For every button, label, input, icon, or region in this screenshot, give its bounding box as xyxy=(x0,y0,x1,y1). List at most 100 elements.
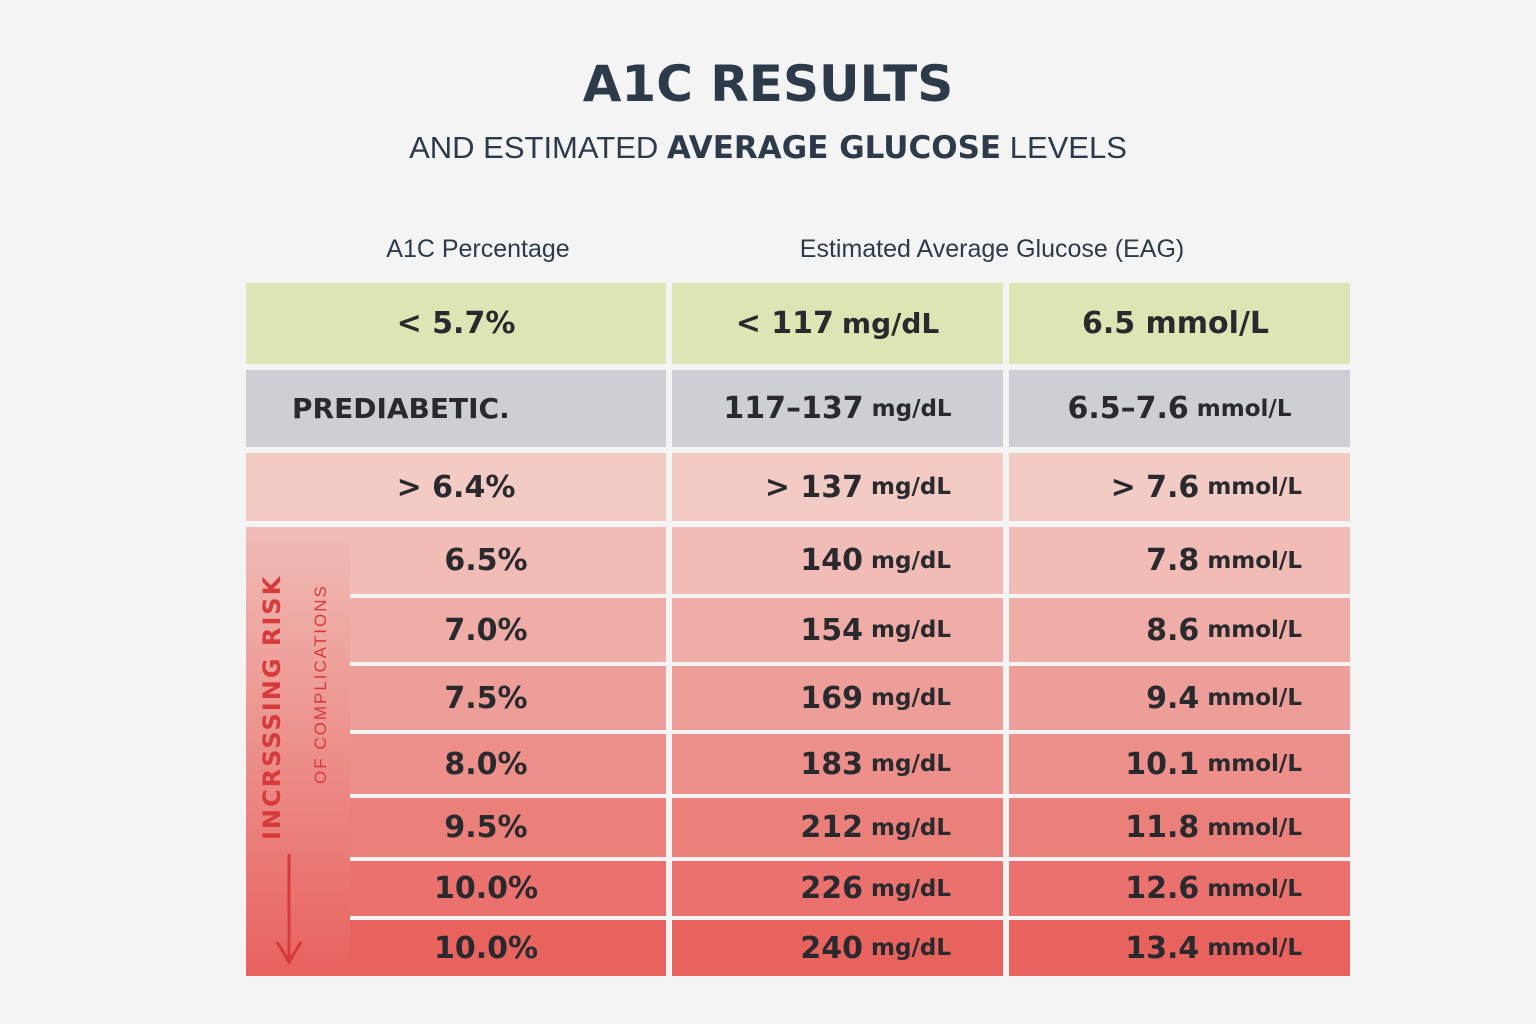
mmol_unit-text: mmol/L xyxy=(1207,875,1302,902)
a1c-cell: < 5.7% xyxy=(246,283,666,364)
subtitle-pre: AND ESTIMATED xyxy=(409,130,667,165)
mmol_unit-text: mmol/L xyxy=(1207,547,1302,574)
mmol-text: 13.4 xyxy=(1125,930,1200,966)
cell-background xyxy=(672,370,1003,447)
mmol-cell: 12.6 mmol/L xyxy=(1009,861,1350,916)
header-eag: Estimated Average Glucose (EAG) xyxy=(799,235,1185,263)
mmol-text: 11.8 xyxy=(1125,810,1200,845)
risk-sublabel: OF COMPLICATIONS xyxy=(311,584,330,784)
cell-background xyxy=(1009,370,1350,447)
mg-dl-cell: > 137 mg/dL xyxy=(672,453,1003,521)
mg_unit-text: mg/dL xyxy=(871,935,951,961)
a1c-text: < 5.7% xyxy=(396,306,516,341)
a1c-cell: 10.0% xyxy=(246,920,666,976)
header-a1c: A1C Percentage xyxy=(386,235,570,263)
a1c-cell: 6.5% xyxy=(246,527,666,594)
a1c-text: 7.5% xyxy=(444,680,528,716)
mg_unit-text: mg/dL xyxy=(871,395,952,422)
subtitle-bold: AVERAGE GLUCOSE xyxy=(666,130,1002,166)
down-arrow-icon xyxy=(275,854,303,965)
mmol-text: 9.4 xyxy=(1146,680,1200,716)
cell-background xyxy=(1009,527,1350,594)
mg_unit-text: mg/dL xyxy=(871,751,951,777)
a1c-text: > 6.4% xyxy=(396,469,516,505)
mmol-cell: 6.5 mmol/L xyxy=(1009,283,1350,364)
cell-background xyxy=(672,527,1003,594)
mg_unit-text: mg/dL xyxy=(871,814,951,841)
a1c-text: 10.0% xyxy=(433,930,539,966)
page-title: A1C RESULTS xyxy=(582,55,954,113)
a1c-text: 6.5% xyxy=(444,543,528,578)
mmol-cell: 10.1 mmol/L xyxy=(1009,734,1350,794)
mg-text: 226 xyxy=(800,871,864,906)
a1c-text: 9.5% xyxy=(444,810,528,845)
cell-background xyxy=(350,734,666,794)
mmol_unit-text: mmol/L xyxy=(1207,617,1302,643)
a1c-text: PREDIABETIC. xyxy=(292,392,510,425)
mg_unit-text: mg/dL xyxy=(871,875,951,902)
cell-background xyxy=(350,798,666,857)
risk-label: INCRSSSING RISK xyxy=(258,574,286,840)
mg-dl-cell: 140 mg/dL xyxy=(672,527,1003,594)
cell-background xyxy=(672,666,1003,730)
cell-background xyxy=(1009,861,1350,916)
mg-text: < 117 xyxy=(735,306,834,341)
mg-dl-cell: 117–137 mg/dL xyxy=(672,370,1003,447)
cell-background xyxy=(672,798,1003,857)
mmol-cell: > 7.6 mmol/L xyxy=(1009,453,1350,521)
mmol_unit-text: mmol/L xyxy=(1207,685,1302,711)
mmol-cell: 7.8 mmol/L xyxy=(1009,527,1350,594)
mmol-cell: 11.8 mmol/L xyxy=(1009,798,1350,857)
mg-dl-cell: < 117 mg/dL xyxy=(672,283,1003,364)
mg_unit-text: mg/dL xyxy=(871,685,951,711)
mmol_unit-text: mmol/L xyxy=(1207,751,1302,777)
mg-text: 169 xyxy=(800,680,864,716)
cell-background xyxy=(1009,920,1350,976)
mg_unit-text: mg/dL xyxy=(871,547,951,574)
mmol-cell: 13.4 mmol/L xyxy=(1009,920,1350,976)
cell-background xyxy=(246,453,666,521)
mg-text: 154 xyxy=(800,612,864,648)
mmol-cell: 6.5–7.6 mmol/L xyxy=(1009,370,1350,447)
cell-background xyxy=(672,920,1003,976)
cell-background xyxy=(246,370,666,447)
mg_unit-text: mg/dL xyxy=(841,307,940,340)
mmol_unit-text: mmol/L xyxy=(1207,474,1302,500)
cell-background xyxy=(672,453,1003,521)
a1c-cell: 8.0% xyxy=(246,734,666,794)
mg-text: 212 xyxy=(800,810,864,845)
mg-dl-cell: 226 mg/dL xyxy=(672,861,1003,916)
cell-background xyxy=(1009,283,1350,364)
cell-background xyxy=(350,527,666,594)
subtitle-post: LEVELS xyxy=(1001,130,1127,165)
mg-text: > 137 xyxy=(764,469,864,505)
a1c-cell: 10.0% xyxy=(246,861,666,916)
risk-column xyxy=(246,527,350,976)
mg_unit-text: mg/dL xyxy=(871,474,951,500)
cell-background xyxy=(350,666,666,730)
mmol-text: 8.6 xyxy=(1146,612,1200,648)
cell-background xyxy=(1009,453,1350,521)
mg-text: 117–137 xyxy=(723,391,864,426)
a1c-cell: 9.5% xyxy=(246,798,666,857)
cell-background xyxy=(350,598,666,662)
cell-background xyxy=(1009,734,1350,794)
cell-background xyxy=(1009,598,1350,662)
mmol-text: 6.5 mmol/L xyxy=(1081,306,1270,341)
cell-background xyxy=(246,283,666,364)
a1c-cell: 7.5% xyxy=(246,666,666,730)
mg-dl-cell: 169 mg/dL xyxy=(672,666,1003,730)
mg-text: 140 xyxy=(800,543,864,578)
a1c-text: 10.0% xyxy=(433,871,539,906)
mmol-cell: 8.6 mmol/L xyxy=(1009,598,1350,662)
mmol-text: 6.5–7.6 xyxy=(1067,391,1189,426)
mmol-text: 10.1 xyxy=(1125,746,1200,782)
mg-dl-cell: 183 mg/dL xyxy=(672,734,1003,794)
cell-background xyxy=(672,734,1003,794)
mg-dl-cell: 154 mg/dL xyxy=(672,598,1003,662)
cell-background xyxy=(350,920,666,976)
cell-background xyxy=(350,861,666,916)
mmol-text: > 7.6 xyxy=(1110,469,1200,505)
cell-background xyxy=(672,861,1003,916)
cell-background xyxy=(672,598,1003,662)
